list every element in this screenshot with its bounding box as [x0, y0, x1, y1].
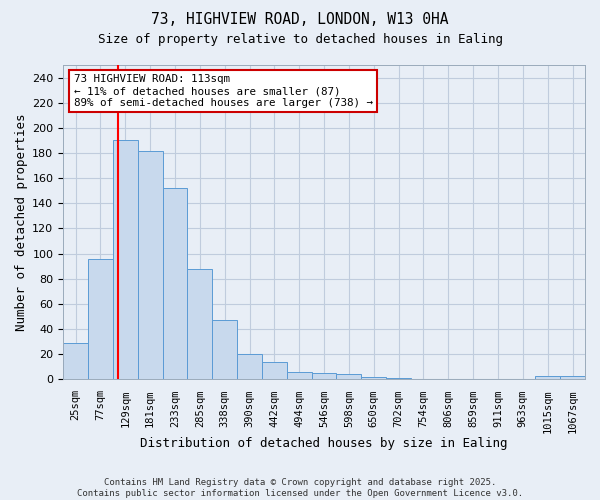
- Bar: [386, 378, 411, 380]
- Text: Size of property relative to detached houses in Ealing: Size of property relative to detached ho…: [97, 32, 503, 46]
- Bar: [287, 372, 311, 380]
- Bar: [212, 320, 237, 380]
- Bar: [361, 377, 386, 380]
- Bar: [560, 376, 585, 380]
- Bar: [337, 374, 361, 380]
- Bar: [63, 343, 88, 380]
- Text: 73, HIGHVIEW ROAD, LONDON, W13 0HA: 73, HIGHVIEW ROAD, LONDON, W13 0HA: [151, 12, 449, 28]
- Bar: [311, 373, 337, 380]
- Bar: [163, 188, 187, 380]
- X-axis label: Distribution of detached houses by size in Ealing: Distribution of detached houses by size …: [140, 437, 508, 450]
- Bar: [113, 140, 137, 380]
- Text: 73 HIGHVIEW ROAD: 113sqm
← 11% of detached houses are smaller (87)
89% of semi-d: 73 HIGHVIEW ROAD: 113sqm ← 11% of detach…: [74, 74, 373, 108]
- Text: Contains HM Land Registry data © Crown copyright and database right 2025.
Contai: Contains HM Land Registry data © Crown c…: [77, 478, 523, 498]
- Bar: [137, 150, 163, 380]
- Y-axis label: Number of detached properties: Number of detached properties: [15, 114, 28, 331]
- Bar: [535, 376, 560, 380]
- Bar: [262, 362, 287, 380]
- Bar: [237, 354, 262, 380]
- Bar: [88, 258, 113, 380]
- Bar: [187, 268, 212, 380]
